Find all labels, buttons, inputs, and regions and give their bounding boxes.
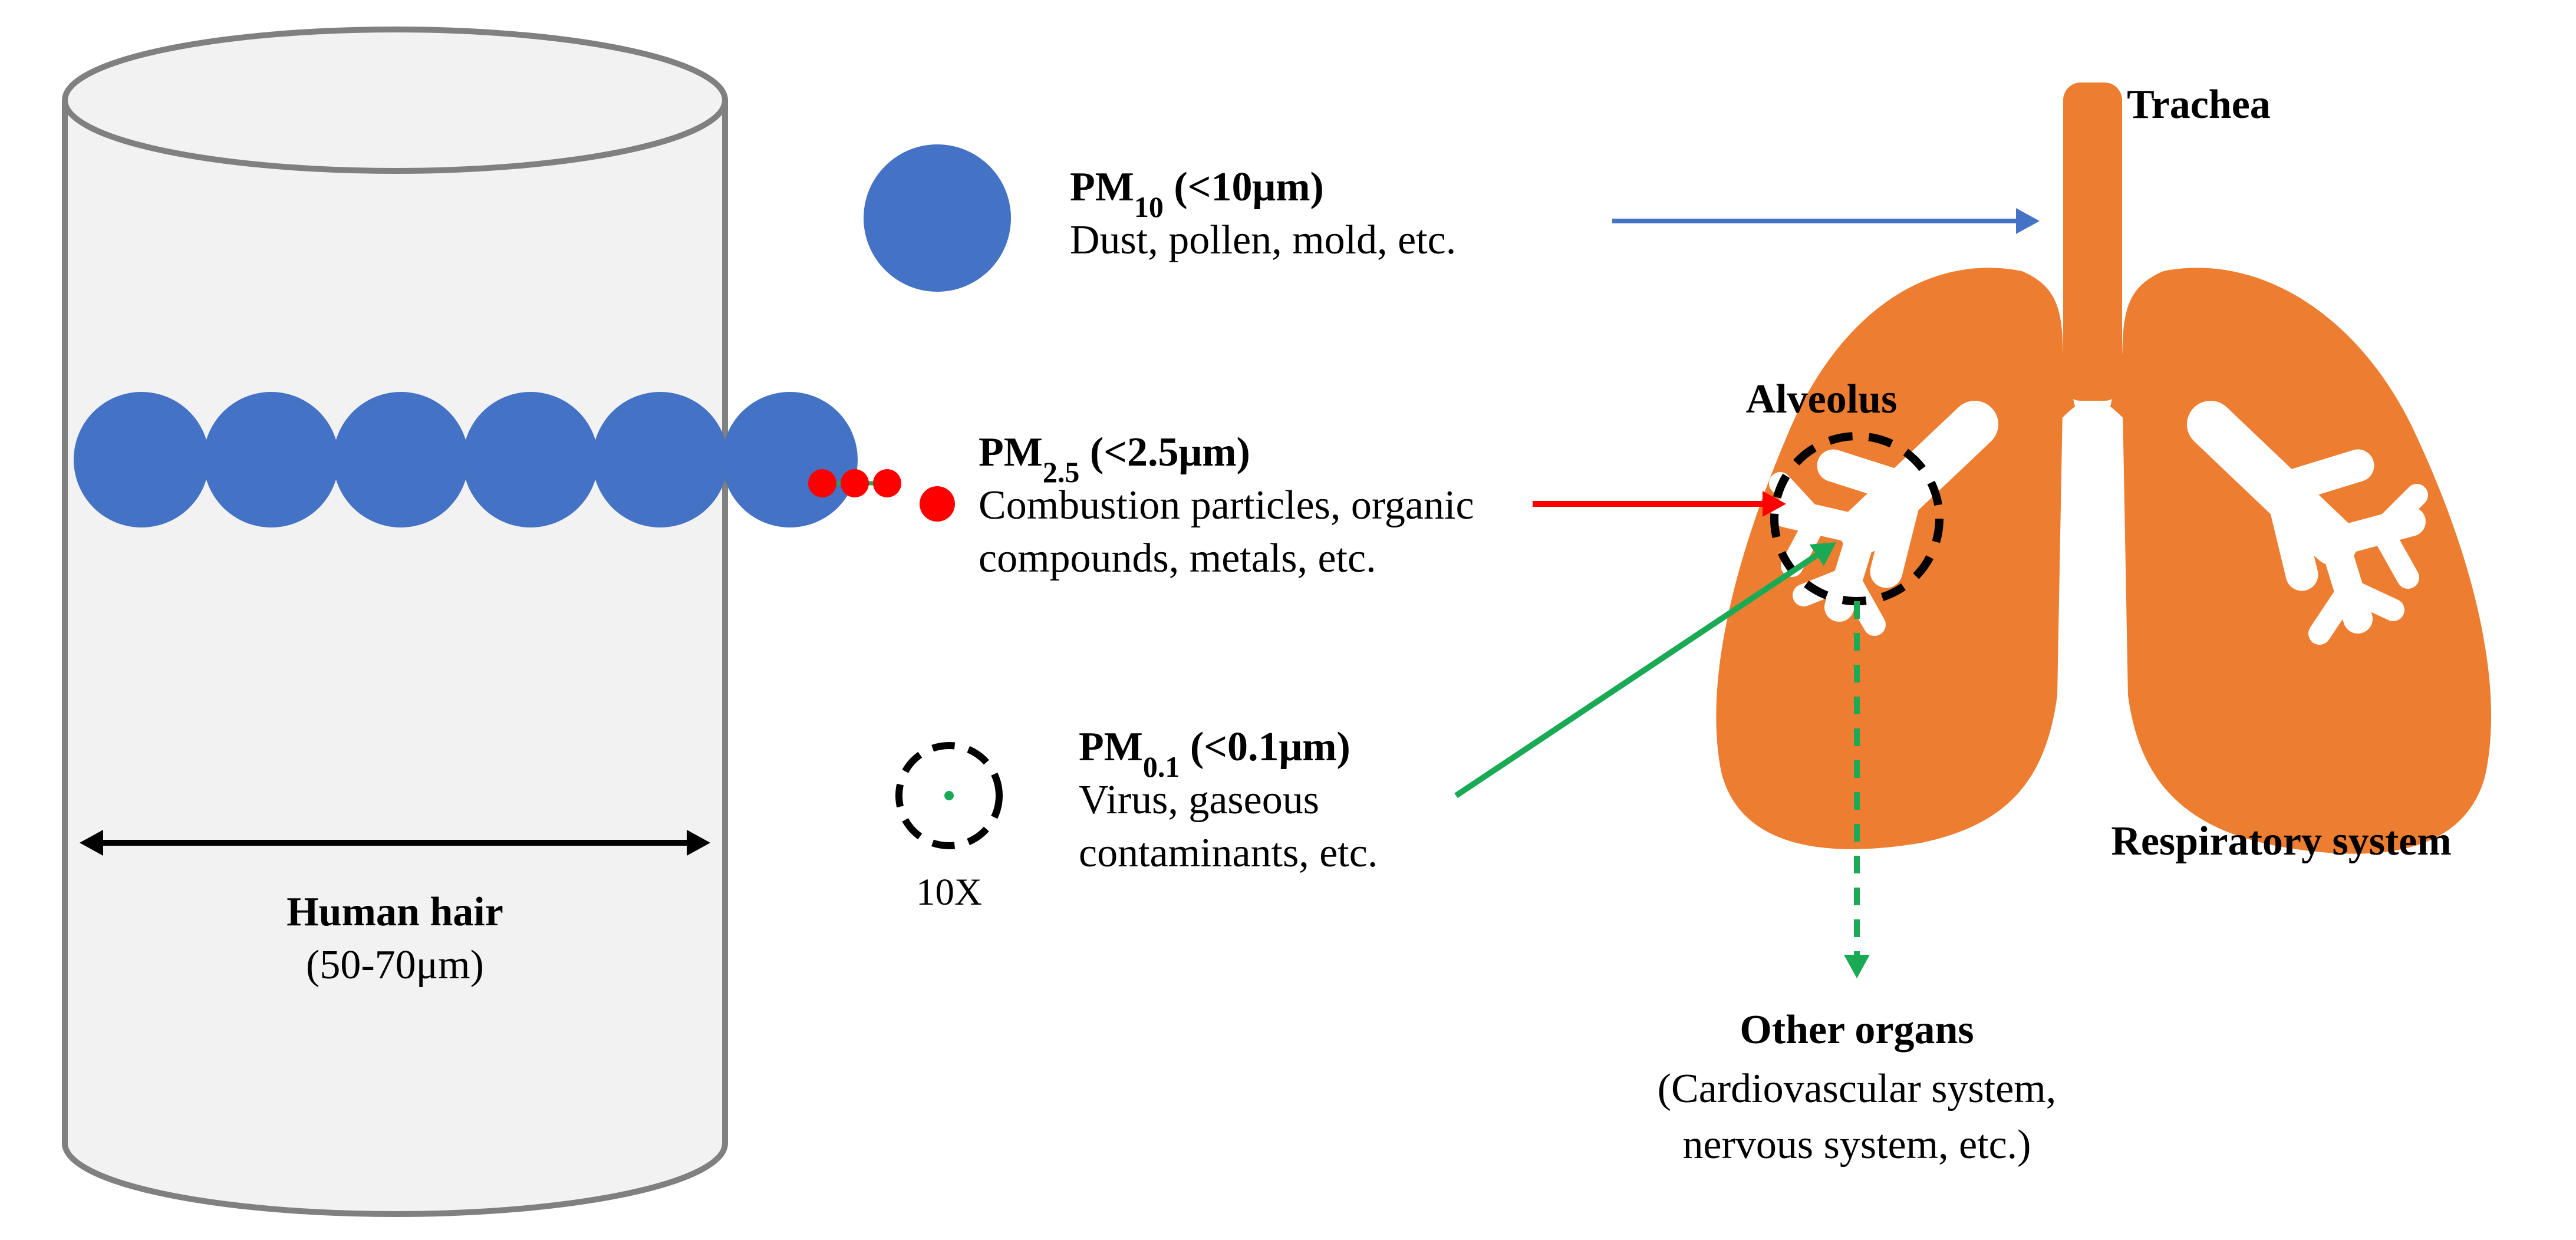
other-organs-title: Other organs: [1740, 1007, 1974, 1053]
pm01-mag-label: 10X: [916, 871, 982, 913]
pm01-desc1: Virus, gaseous: [1079, 777, 1319, 823]
other-organs-desc2: nervous system, etc.): [1683, 1122, 2031, 1168]
hair-label-sub: (50-70μm): [306, 942, 484, 988]
pm01-title: PM0.1 (<0.1μm): [1079, 724, 1350, 783]
pm25-arrow: [1533, 491, 1786, 517]
pm01-desc2: contaminants, etc.: [1079, 830, 1378, 876]
respiratory-system-label: Respiratory system: [2111, 819, 2451, 864]
trachea-label: Trachea: [2127, 82, 2271, 127]
pm25-legend-circle: [920, 486, 955, 522]
other-organs-desc1: (Cardiovascular system,: [1658, 1066, 2056, 1112]
pm25-desc2: compounds, metals, etc.: [979, 536, 1376, 581]
hair-cylinder: [65, 29, 725, 1214]
pm10-desc: Dust, pollen, mold, etc.: [1070, 217, 1456, 263]
lungs-icon: [1716, 83, 2491, 854]
pm01-legend-dot: [944, 791, 954, 800]
pm10-legend-circle: [864, 144, 1011, 292]
pm10-arrow: [1612, 208, 2040, 234]
pm25-desc1: Combustion particles, organic: [979, 483, 1474, 528]
hair-label-title: Human hair: [286, 889, 503, 935]
pm25-title: PM2.5 (<2.5μm): [979, 430, 1250, 489]
alveolus-label: Alveolus: [1746, 377, 1898, 422]
pm10-title: PM10 (<10μm): [1070, 164, 1324, 223]
pm25-on-hair: [808, 469, 901, 497]
